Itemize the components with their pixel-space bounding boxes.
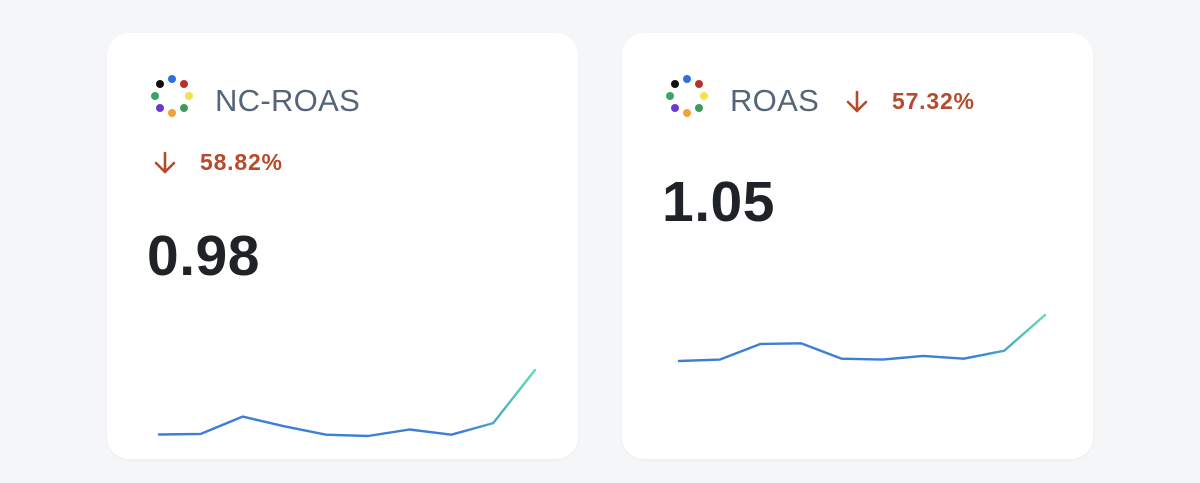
logo-dot	[180, 104, 189, 113]
sparkline-series	[157, 368, 537, 438]
metric-card-roas[interactable]: ROAS 57.32% 1.05	[622, 33, 1093, 459]
brand-logo-icon	[662, 71, 722, 131]
metric-value: 1.05	[662, 170, 775, 234]
logo-dot	[155, 104, 164, 113]
logo-dot	[683, 109, 691, 117]
logo-dot	[168, 109, 176, 117]
change-percent: 57.32%	[892, 88, 975, 114]
sparkline-chart	[677, 313, 1047, 363]
logo-dot	[666, 92, 674, 100]
arrow-down-icon	[846, 90, 868, 112]
logo-dot	[700, 92, 708, 100]
logo-dot	[670, 79, 679, 88]
logo-dot	[695, 79, 704, 88]
change-indicator: 58.82%	[152, 149, 283, 176]
sparkline-chart	[157, 368, 537, 438]
change-indicator: 57.32%	[844, 88, 975, 115]
logo-dot	[670, 104, 679, 113]
change-percent: 58.82%	[200, 149, 283, 175]
logo-dot	[155, 79, 164, 88]
logo-dot	[683, 75, 691, 83]
metric-card-nc-roas[interactable]: NC-ROAS 58.82% 0.98	[107, 33, 578, 459]
sparkline-series	[677, 313, 1047, 363]
logo-dot	[695, 104, 704, 113]
logo-dot	[180, 79, 189, 88]
logo-dot	[168, 75, 176, 83]
brand-logo-icon	[147, 71, 207, 131]
arrow-down-icon	[154, 151, 176, 173]
logo-dot	[185, 92, 193, 100]
metric-value: 0.98	[147, 224, 260, 288]
metric-title: ROAS	[730, 83, 820, 118]
logo-dot	[151, 92, 159, 100]
metric-title: NC-ROAS	[215, 83, 361, 118]
